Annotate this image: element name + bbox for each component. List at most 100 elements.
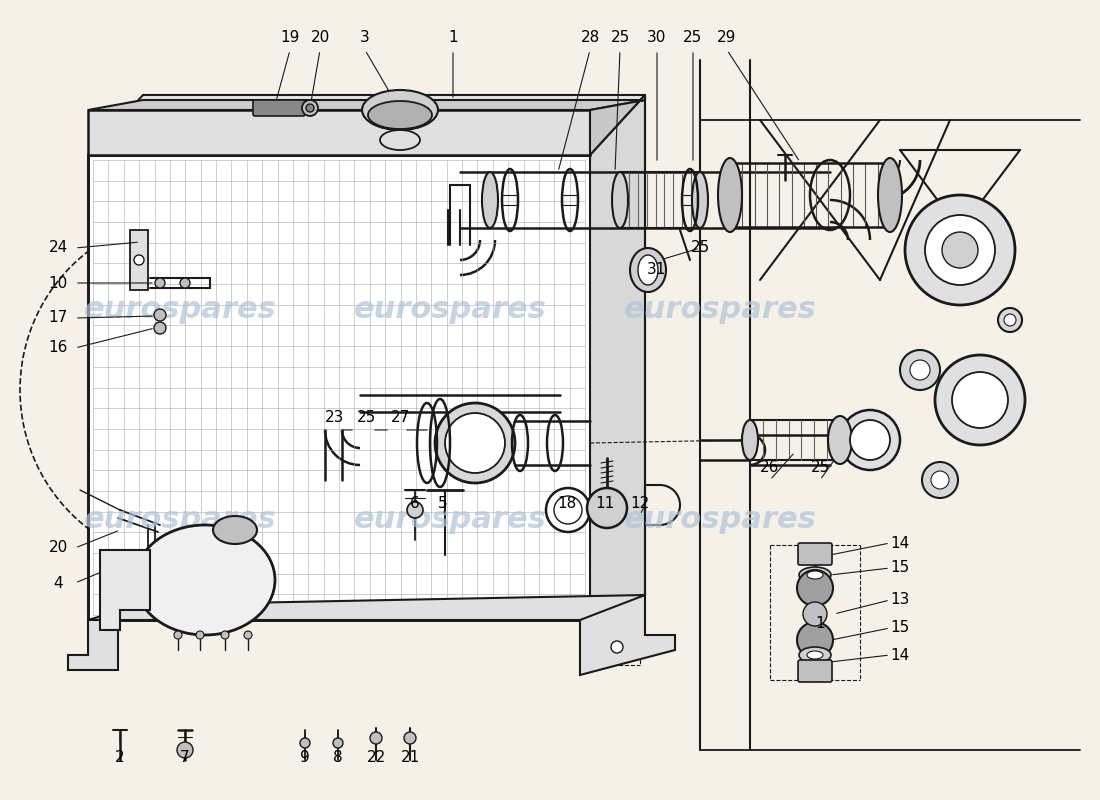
Circle shape [244,631,252,639]
Text: 6: 6 [410,495,420,510]
Polygon shape [68,620,118,670]
Text: 15: 15 [890,561,910,575]
Text: 10: 10 [48,275,67,290]
Circle shape [302,100,318,116]
Text: 4: 4 [53,575,63,590]
Polygon shape [88,95,645,155]
Text: 27: 27 [390,410,409,426]
Circle shape [554,496,582,524]
Circle shape [155,278,165,288]
Circle shape [610,641,623,653]
Circle shape [942,232,978,268]
Text: 22: 22 [366,750,386,766]
Text: 19: 19 [280,30,299,46]
Ellipse shape [135,525,275,635]
Text: 3: 3 [360,30,370,46]
Polygon shape [88,100,645,110]
Ellipse shape [630,248,666,292]
Ellipse shape [742,420,758,460]
Text: 9: 9 [300,750,310,766]
Circle shape [196,631,204,639]
Text: 29: 29 [717,30,737,46]
Circle shape [1004,314,1016,326]
Circle shape [300,738,310,748]
Text: 14: 14 [890,647,910,662]
Text: 11: 11 [595,495,615,510]
FancyBboxPatch shape [798,660,832,682]
Circle shape [333,738,343,748]
Circle shape [925,215,996,285]
Text: 14: 14 [890,535,910,550]
Text: 23: 23 [326,410,344,426]
Text: 28: 28 [581,30,600,46]
Circle shape [803,602,827,626]
Text: 31: 31 [647,262,667,278]
Text: eurospares: eurospares [84,506,276,534]
Circle shape [587,488,627,528]
Ellipse shape [807,651,823,659]
Circle shape [922,462,958,498]
Text: 1: 1 [815,615,825,630]
Text: 2: 2 [116,750,124,766]
Circle shape [998,308,1022,332]
Text: 17: 17 [48,310,67,326]
Circle shape [931,471,949,489]
Text: 1: 1 [448,30,458,46]
Polygon shape [100,550,150,630]
Ellipse shape [379,130,420,150]
Ellipse shape [638,255,658,285]
Circle shape [221,631,229,639]
Circle shape [905,195,1015,305]
Circle shape [177,742,192,758]
Text: 5: 5 [438,495,448,510]
Text: 25: 25 [683,30,703,46]
Circle shape [134,255,144,265]
Circle shape [910,360,930,380]
Text: 8: 8 [333,750,343,766]
Ellipse shape [799,567,830,583]
Text: eurospares: eurospares [353,295,547,325]
Text: eurospares: eurospares [353,506,547,534]
Text: 13: 13 [890,593,910,607]
Text: 24: 24 [48,241,67,255]
Circle shape [840,410,900,470]
Polygon shape [580,595,675,675]
Ellipse shape [612,172,628,228]
Polygon shape [590,95,645,155]
Circle shape [935,355,1025,445]
Circle shape [850,420,890,460]
Circle shape [434,403,515,483]
Circle shape [546,488,590,532]
Circle shape [798,570,833,606]
FancyBboxPatch shape [253,100,305,116]
Ellipse shape [368,101,432,129]
Text: 25: 25 [691,241,710,255]
Circle shape [370,732,382,744]
Text: 20: 20 [310,30,330,46]
Text: 25: 25 [610,30,629,46]
Text: eurospares: eurospares [84,295,276,325]
Circle shape [900,350,940,390]
Circle shape [154,309,166,321]
Text: 26: 26 [760,461,780,475]
Text: 16: 16 [48,341,68,355]
Circle shape [798,622,833,658]
Ellipse shape [362,90,438,130]
Text: 21: 21 [400,750,419,766]
Text: 15: 15 [890,621,910,635]
Text: 18: 18 [558,495,576,510]
Ellipse shape [807,571,823,579]
Text: 30: 30 [647,30,667,46]
Ellipse shape [799,647,830,663]
Circle shape [306,104,313,112]
FancyBboxPatch shape [88,110,590,155]
Text: 25: 25 [811,461,829,475]
Ellipse shape [718,158,743,232]
Circle shape [154,322,166,334]
Circle shape [180,278,190,288]
Text: 25: 25 [358,410,376,426]
Polygon shape [590,95,645,620]
FancyBboxPatch shape [88,155,590,620]
FancyBboxPatch shape [798,543,832,565]
Circle shape [952,372,1008,428]
